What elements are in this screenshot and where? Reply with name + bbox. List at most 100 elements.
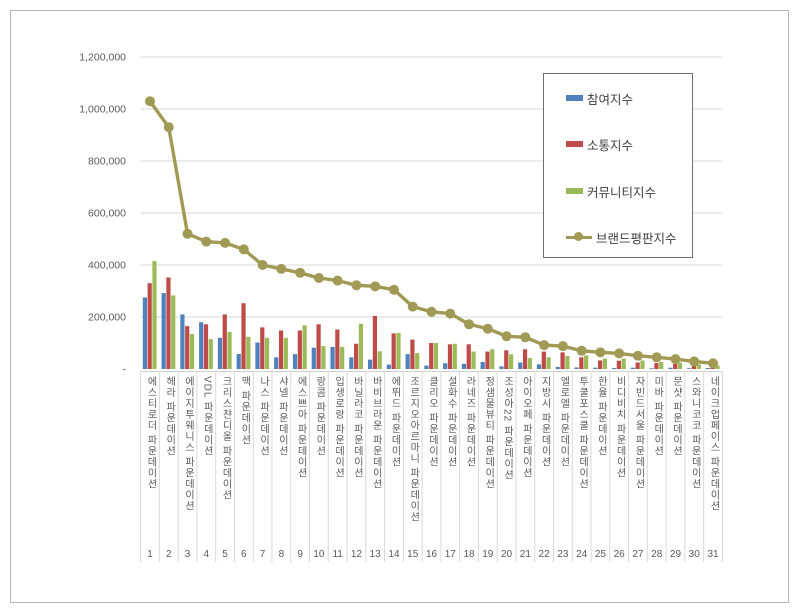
bar-community <box>415 353 420 369</box>
brand-index-marker <box>539 340 550 351</box>
bar-participation <box>367 359 373 369</box>
bar-participation <box>142 297 147 369</box>
brand-index-marker <box>238 244 249 255</box>
brand-index-marker <box>351 280 362 291</box>
bar-communication <box>560 352 565 369</box>
legend-box: 참여지수 소통지수 커뮤니티지수 브랜드평판지수 <box>543 73 693 258</box>
category-rank-number: 15 <box>407 549 419 560</box>
category-rank-number: 24 <box>576 549 588 560</box>
category-rank-number: 27 <box>632 549 644 560</box>
category-rank-number: 9 <box>297 549 303 560</box>
bar-communication <box>391 333 396 369</box>
y-axis-tick-label: 800,000 <box>88 156 126 168</box>
bar-community <box>715 365 720 369</box>
bar-communication <box>635 362 640 369</box>
bar-participation <box>630 367 635 369</box>
brand-index-marker <box>163 122 174 133</box>
brand-index-marker <box>576 345 587 356</box>
bar-communication <box>541 351 546 369</box>
bar-community <box>640 360 645 369</box>
bar-participation <box>255 342 260 369</box>
bar-communication <box>260 327 265 369</box>
brand-index-marker <box>689 356 700 367</box>
brand-index-marker <box>388 284 399 295</box>
bar-communication <box>278 330 284 369</box>
category-rank-number: 3 <box>185 549 191 560</box>
bar-community <box>321 346 326 369</box>
category-rank-number: 12 <box>351 549 363 560</box>
brand-index-marker <box>182 228 193 239</box>
y-axis-tick-label: 400,000 <box>88 260 126 272</box>
bar-communication <box>522 349 528 369</box>
bar-participation <box>161 293 166 369</box>
bar-participation <box>386 364 391 369</box>
bar-communication <box>297 330 302 369</box>
bar-participation <box>330 346 335 369</box>
bar-community <box>189 333 195 369</box>
bar-community <box>602 358 608 369</box>
legend-item-brand-index: 브랜드평판지수 <box>566 225 677 249</box>
bar-community <box>433 343 439 369</box>
category-rank-number: 4 <box>204 549 210 560</box>
category-rank-number: 16 <box>426 549 438 560</box>
bar-communication <box>466 344 471 369</box>
legend-label: 브랜드평판지수 <box>596 231 677 246</box>
bar-communication <box>616 360 621 369</box>
bar-communication <box>147 283 152 369</box>
y-axis-tick-label: 1,200,000 <box>79 52 126 64</box>
bar-participation <box>555 366 560 369</box>
legend-item-community: 커뮤니티지수 <box>566 179 656 203</box>
y-axis-tick-label: 200,000 <box>88 312 126 324</box>
bar-participation <box>405 354 410 369</box>
bar-participation <box>311 347 316 369</box>
bar-community <box>358 323 364 369</box>
bar-community <box>696 364 701 369</box>
bar-community <box>565 356 570 369</box>
bar-communication <box>372 315 377 369</box>
bar-community <box>152 261 157 369</box>
category-rank-number: 21 <box>520 549 532 560</box>
bar-community <box>527 358 532 369</box>
category-rank-number: 1 <box>147 549 153 560</box>
brand-index-marker <box>464 319 475 330</box>
bar-participation <box>649 368 654 369</box>
bar-community <box>246 336 251 369</box>
bar-community <box>471 351 476 369</box>
brand-index-marker <box>370 281 381 292</box>
bar-community <box>508 354 514 369</box>
y-axis-tick-label: - <box>123 364 127 376</box>
category-rank-number: 8 <box>279 549 285 560</box>
bar-community <box>584 355 589 369</box>
bar-community <box>283 337 288 369</box>
bar-communication <box>485 351 490 369</box>
brand-index-marker <box>445 308 456 319</box>
bar-communication <box>335 329 340 369</box>
legend-label: 참여지수 <box>587 92 634 107</box>
bar-communication <box>579 357 584 369</box>
bar-participation <box>461 363 467 369</box>
category-rank-number: 28 <box>651 549 663 560</box>
category-rank-number: 11 <box>332 549 343 560</box>
bar-participation <box>593 367 598 369</box>
bar-participation <box>443 363 448 369</box>
category-rank-number: 19 <box>482 549 494 560</box>
category-rank-number: 10 <box>313 549 325 560</box>
brand-index-marker <box>295 267 306 278</box>
bar-communication <box>691 365 697 369</box>
brand-index-marker <box>257 260 268 270</box>
brand-index-marker <box>557 341 568 352</box>
bar-communication <box>504 350 509 369</box>
category-rank-number: 2 <box>166 549 172 560</box>
bar-community <box>340 346 345 369</box>
category-rank-number: 7 <box>260 549 266 560</box>
category-rank-number: 20 <box>501 549 513 560</box>
bar-communication <box>598 360 603 369</box>
brand-index-marker <box>426 306 437 317</box>
brand-index-marker <box>220 237 231 248</box>
bar-community <box>377 351 382 369</box>
brand-index-marker <box>144 96 155 107</box>
brand-index-line-swatch-icon <box>566 232 592 242</box>
bar-participation <box>217 337 223 369</box>
